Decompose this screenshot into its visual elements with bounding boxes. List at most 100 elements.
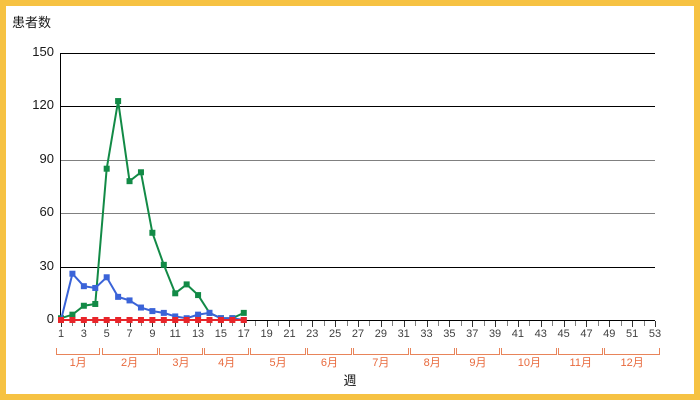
x-axis-label: 35 [443, 328, 456, 340]
month-label: 2月 [120, 357, 139, 369]
x-axis-tick [518, 321, 519, 327]
x-axis-tick [278, 321, 279, 326]
series-marker-blue-series [160, 309, 167, 316]
x-axis-tick [575, 321, 576, 326]
x-axis-tick [118, 321, 119, 326]
x-axis-tick [529, 321, 530, 326]
y-axis-label: 60 [39, 204, 54, 220]
gridline [61, 53, 655, 54]
frame-border-left [0, 0, 6, 400]
series-marker-blue-series [69, 270, 76, 277]
month-bracket [455, 348, 501, 355]
gridline [61, 213, 655, 214]
x-axis-label: 47 [580, 328, 593, 340]
x-axis-tick [495, 321, 496, 327]
series-marker-green-series [126, 178, 133, 185]
x-axis-tick [267, 321, 268, 327]
x-axis-tick [324, 321, 325, 326]
x-axis-label: 23 [306, 328, 319, 340]
x-axis-tick [84, 321, 85, 327]
y-axis-label: 120 [32, 97, 54, 113]
month-bracket [250, 348, 307, 355]
x-axis-tick [609, 321, 610, 327]
x-axis-label: 51 [626, 328, 639, 340]
series-marker-blue-series [206, 309, 213, 316]
month-label: 4月 [218, 357, 236, 369]
x-axis-title: 週 [343, 373, 357, 388]
series-marker-green-series [149, 229, 156, 236]
x-axis-tick [472, 321, 473, 327]
x-axis-label: 21 [283, 328, 296, 340]
x-axis-tick [141, 321, 142, 326]
x-axis-tick [461, 321, 462, 326]
series-line-blue-series [60, 271, 244, 321]
x-axis-tick [164, 321, 165, 326]
x-axis-label: 29 [374, 328, 387, 340]
series-marker-blue-series [126, 297, 133, 304]
month-bracket [409, 348, 455, 355]
x-axis-tick [130, 321, 131, 327]
series-marker-blue-series [172, 313, 179, 320]
x-axis-tick [632, 321, 633, 327]
month-label: 12月 [620, 357, 644, 369]
month-label: 8月 [423, 357, 441, 369]
series-marker-blue-series [137, 304, 144, 311]
x-axis-label: 31 [397, 328, 410, 340]
y-axis-label: 30 [39, 257, 54, 273]
series-marker-green-series [137, 169, 144, 176]
x-axis-tick [107, 321, 108, 327]
month-label: 9月 [469, 357, 487, 369]
frame-border-top [0, 0, 700, 6]
x-axis-label: 49 [603, 328, 616, 340]
x-axis-label: 25 [329, 328, 342, 340]
x-axis-tick [449, 321, 450, 327]
series-marker-green-series [195, 292, 202, 299]
y-axis-label: 0 [46, 311, 54, 326]
series-marker-green-series [103, 165, 110, 172]
x-axis-tick [210, 321, 211, 326]
x-axis-tick [335, 321, 336, 327]
series-marker-blue-series [115, 293, 122, 300]
month-label: 10月 [517, 357, 541, 369]
frame-border-bottom [0, 394, 700, 400]
month-bracket [307, 348, 352, 355]
x-axis-label: 41 [511, 328, 525, 340]
series-marker-green-series [172, 290, 179, 297]
x-axis-tick [552, 321, 553, 326]
y-axis-label: 90 [39, 150, 54, 166]
series-marker-blue-series [195, 311, 202, 318]
x-axis-label: 53 [648, 328, 662, 340]
series-marker-blue-series [149, 308, 156, 315]
x-axis-tick [187, 321, 188, 326]
x-axis-tick [175, 321, 176, 327]
series-marker-green-series [206, 309, 213, 316]
x-axis-tick [484, 321, 485, 326]
x-axis-tick [415, 321, 416, 326]
x-axis-tick [289, 321, 290, 327]
gridline [61, 160, 655, 161]
x-axis-tick [232, 321, 233, 326]
x-axis-label: 11 [169, 328, 181, 340]
x-axis-tick [381, 321, 382, 327]
month-label: 3月 [172, 357, 190, 369]
month-bracket [604, 348, 661, 355]
month-bracket [101, 348, 158, 355]
series-marker-blue-series [103, 274, 110, 281]
x-axis-label: 15 [214, 328, 228, 340]
x-axis-tick [61, 321, 62, 327]
series-marker-blue-series [92, 284, 99, 291]
x-axis-label: 33 [420, 328, 433, 340]
x-axis-tick [644, 321, 645, 326]
x-axis-label: 17 [237, 328, 250, 340]
x-axis-tick [244, 321, 245, 327]
x-axis-tick [152, 321, 153, 327]
x-axis-label: 27 [351, 328, 365, 340]
x-axis-tick [312, 321, 313, 327]
x-axis-tick [392, 321, 393, 326]
x-axis-tick [198, 321, 199, 327]
x-axis-label: 45 [557, 328, 570, 340]
x-axis-line [61, 320, 655, 321]
x-axis-tick [404, 321, 405, 327]
x-axis-tick [221, 321, 222, 327]
x-axis-tick [358, 321, 359, 327]
